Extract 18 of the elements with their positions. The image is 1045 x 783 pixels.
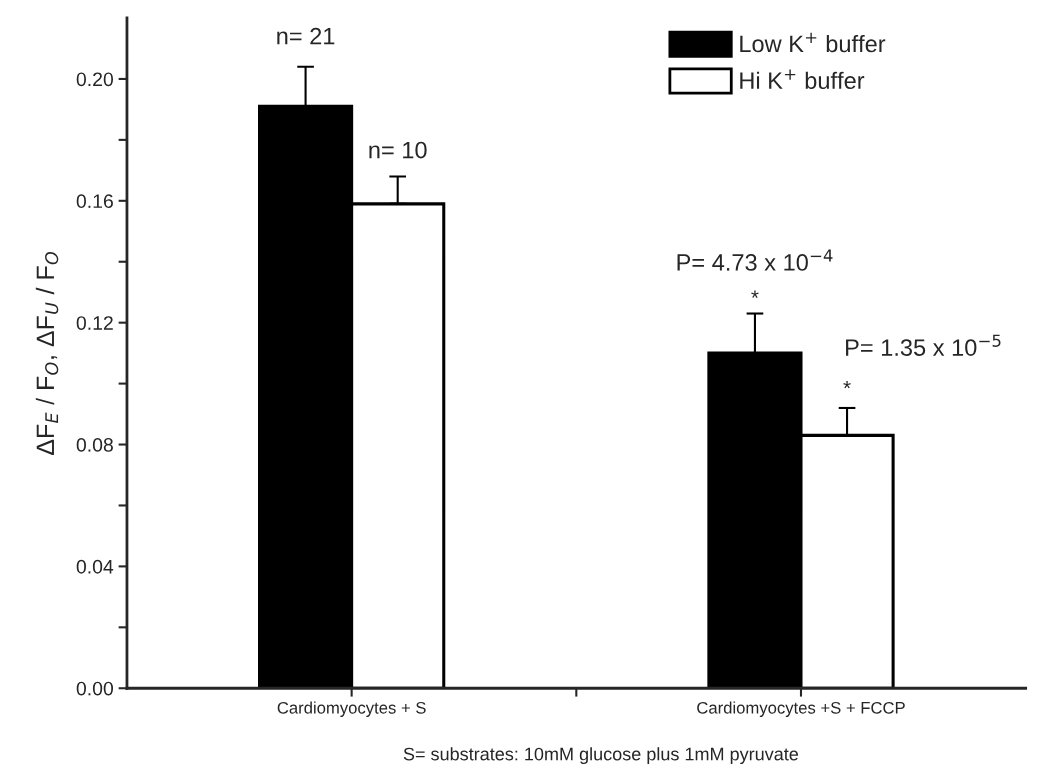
y-tick-label: 0.04 [76,559,114,574]
annotation: * [843,381,851,389]
y-axis-title: ΔF$_{E}$ / F$_{O}$, ΔF$_{U}$ / F$_{O}$ [35,251,59,456]
legend-label: Hi K$^{+}$ buffer [740,69,865,90]
y-tick-label: 0.08 [76,438,113,452]
x-tick-label: Cardiomyocytes + S [277,701,426,717]
annotation: P= 4.73 x 10$^{−4}$ [677,249,833,271]
legend-label: Low K$^{+}$ buffer [740,32,886,53]
y-tick-label: 0.00 [76,681,114,696]
annotation: P= 1.35 x 10$^{−5}$ [846,334,1001,356]
text: S= substrates: 10mM glucose plus 1mM pyruvate [403,747,799,765]
x-tick-label: Cardiomyocytes +S + FCCP [697,701,905,717]
annotation: n= 21 [277,27,335,45]
y-tick-label: 0.12 [76,316,113,330]
y-tick-label: 0.16 [76,194,113,209]
annotation: * [751,290,759,298]
y-tick-label: 0.20 [76,72,114,87]
annotation: n= 10 [369,141,427,159]
